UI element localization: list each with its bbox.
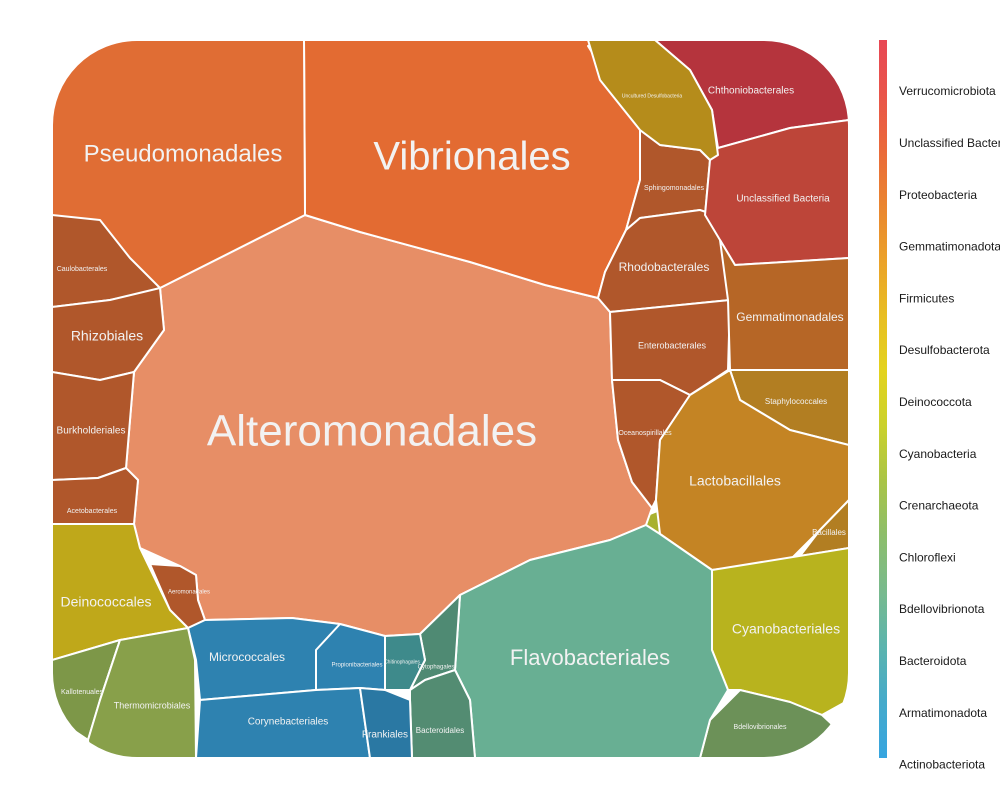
treemap-cell-label: Thermomicrobiales	[114, 700, 191, 710]
treemap-cell-label: Staphylococcales	[765, 397, 827, 406]
treemap-cell-frankiales	[359, 687, 413, 758]
treemap-cell-thermomicrobiales	[87, 627, 197, 758]
treemap-cell-label: Alteromonadales	[207, 407, 537, 456]
legend-entry-label: Chloroflexi	[899, 550, 956, 564]
legend-entry-label: Proteobacteria	[899, 188, 977, 202]
treemap-cell-label: Uncultured Desulfobacteria	[622, 93, 683, 99]
treemap-cell-label: Acetobacterales	[67, 508, 118, 515]
treemap-cell-label: Bdellovibrionales	[734, 724, 787, 731]
legend-entry-label: Firmicutes	[899, 291, 954, 305]
treemap-cell-label: Rhizobiales	[71, 328, 143, 344]
treemap-cell-label: Deinococcales	[60, 594, 151, 610]
treemap-cell-acetobacterales	[52, 467, 139, 525]
treemap-cell-label: Aeromonadales	[168, 590, 210, 596]
legend-color-bar	[879, 40, 887, 758]
plot-outline	[51, 39, 850, 759]
legend-entry-label: Cyanobacteria	[899, 447, 977, 461]
treemap-cell-label: Bacteroidales	[416, 726, 464, 735]
treemap-cell-label: Burkholderiales	[57, 426, 126, 437]
legend-entry-label: Unclassified Bacteria	[899, 136, 1000, 150]
treemap-cell-uncultured-desulfobacteria	[587, 40, 719, 161]
treemap-cell-label: Flavobacteriales	[510, 645, 670, 670]
treemap-labels: Alteromonadales Vibrionales Pseudomonadale…	[57, 86, 846, 741]
treemap-cell-label: Lactobacillales	[689, 473, 781, 489]
treemap-cell-label: Cytophagales	[418, 665, 455, 671]
treemap-cell-gemmatimonadales	[719, 239, 849, 371]
legend-entry-label: Crenarchaeota	[899, 499, 979, 513]
treemap-cell-label: Gemmatimonadales	[736, 310, 843, 324]
legend-entry-label: Gemmatimonadota	[899, 240, 1000, 254]
treemap-cell-label: Unclassified Bacteria	[736, 194, 830, 205]
treemap-cell-label: Sphingomonadales	[644, 185, 704, 192]
treemap-cells	[52, 40, 849, 758]
treemap-cell-label: Enterobacterales	[638, 340, 707, 350]
treemap-cell-label: Chitinophagales	[384, 659, 420, 665]
treemap-cell-label: Micrococcales	[209, 650, 285, 664]
color-legend: Verrucomicrobiota Unclassified Bacteria Pr…	[879, 40, 1000, 772]
treemap-cell-label: Frankiales	[362, 730, 408, 741]
treemap-cell-label: Pseudomonadales	[84, 140, 283, 167]
treemap-cell-label: Caulobacterales	[57, 266, 108, 273]
treemap-cell-label: Oceanospirillales	[618, 430, 672, 437]
legend-entry-label: Bacteroidota	[899, 654, 967, 668]
legend-entry-label: Verrucomicrobiota	[899, 84, 996, 98]
treemap-cell-label: Kallotenuales	[61, 689, 104, 696]
legend-entry-label: Actinobacteriota	[899, 758, 985, 772]
treemap-cell-label: Propionibacteriales	[331, 663, 382, 669]
treemap-cell-label: Chthoniobacterales	[708, 86, 794, 97]
treemap-cell-label: Rhodobacterales	[619, 260, 710, 274]
treemap-cell-label: Bacillales	[812, 528, 846, 537]
legend-entry-label: Deinococcota	[899, 395, 972, 409]
legend-entry-label: Desulfobacterota	[899, 343, 990, 357]
legend-entry-label: Bdellovibrionota	[899, 602, 985, 616]
treemap-cell-label: Vibrionales	[373, 135, 570, 179]
legend-entry-label: Armatimonadota	[899, 706, 987, 720]
treemap-cell-bacillales	[799, 499, 849, 557]
treemap-cell-label: Cyanobacteriales	[732, 621, 840, 637]
treemap-cell-label: Corynebacteriales	[248, 717, 329, 728]
